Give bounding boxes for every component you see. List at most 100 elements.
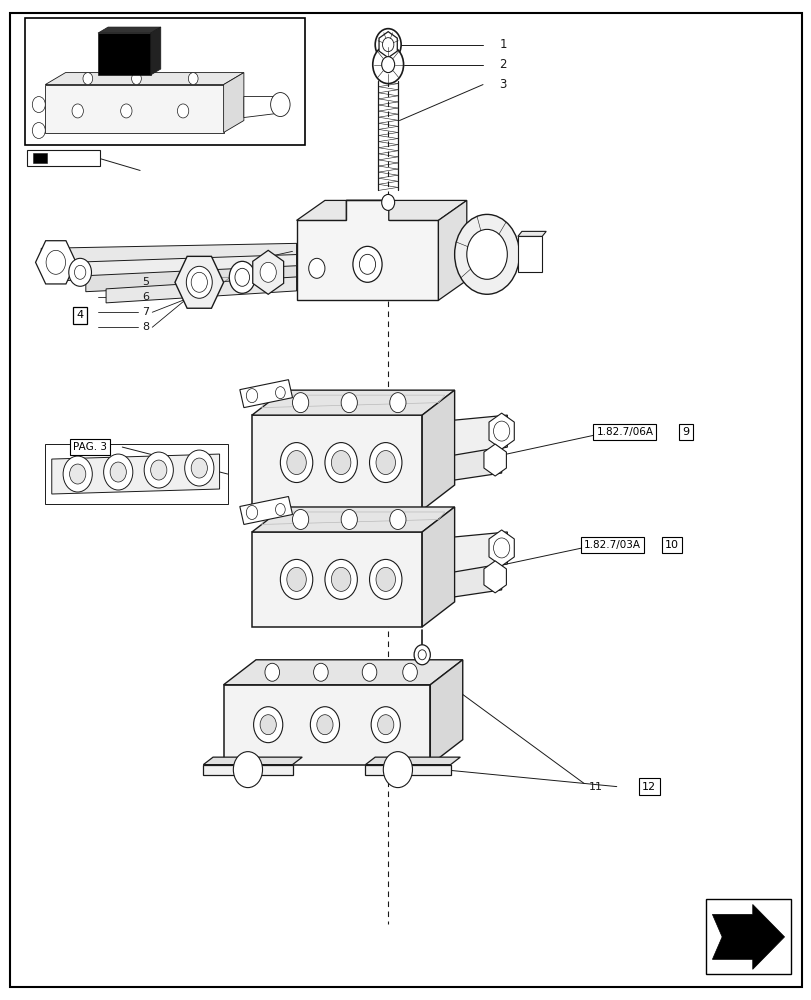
- Circle shape: [275, 503, 285, 515]
- Text: 7: 7: [143, 307, 149, 317]
- Polygon shape: [251, 532, 422, 627]
- Circle shape: [454, 214, 519, 294]
- Circle shape: [46, 250, 66, 274]
- Circle shape: [72, 104, 84, 118]
- Circle shape: [83, 73, 92, 85]
- Text: 1.82.7/03A: 1.82.7/03A: [583, 540, 641, 550]
- Circle shape: [191, 458, 207, 478]
- Bar: [705, 899, 790, 974]
- Polygon shape: [223, 73, 243, 133]
- Bar: [45, 444, 227, 504]
- Circle shape: [324, 559, 357, 599]
- Circle shape: [389, 509, 406, 529]
- Polygon shape: [517, 231, 546, 236]
- Polygon shape: [517, 236, 542, 272]
- Circle shape: [260, 262, 276, 282]
- Text: 9: 9: [681, 427, 689, 437]
- Circle shape: [313, 663, 328, 681]
- Circle shape: [144, 452, 173, 488]
- Text: 1.82.7/06A: 1.82.7/06A: [595, 427, 653, 437]
- Circle shape: [234, 268, 249, 286]
- Circle shape: [381, 194, 394, 210]
- Polygon shape: [41, 243, 296, 268]
- Circle shape: [402, 663, 417, 681]
- Polygon shape: [251, 415, 422, 510]
- Circle shape: [270, 93, 290, 117]
- Polygon shape: [252, 250, 283, 294]
- Circle shape: [341, 393, 357, 413]
- Polygon shape: [454, 415, 507, 457]
- Polygon shape: [379, 32, 397, 58]
- Polygon shape: [203, 765, 292, 775]
- Circle shape: [233, 752, 262, 788]
- Circle shape: [331, 451, 350, 475]
- Circle shape: [382, 38, 393, 52]
- Circle shape: [69, 258, 92, 286]
- Polygon shape: [27, 150, 100, 166]
- Polygon shape: [239, 497, 292, 524]
- Circle shape: [375, 567, 395, 591]
- Circle shape: [70, 464, 86, 484]
- Circle shape: [184, 450, 213, 486]
- Circle shape: [292, 509, 308, 529]
- Circle shape: [63, 456, 92, 492]
- Polygon shape: [488, 413, 513, 449]
- Circle shape: [353, 246, 382, 282]
- Polygon shape: [365, 757, 460, 765]
- Polygon shape: [33, 153, 47, 163]
- Polygon shape: [296, 200, 438, 300]
- Bar: [25, 18, 304, 145]
- Polygon shape: [483, 561, 506, 593]
- Circle shape: [280, 559, 312, 599]
- Circle shape: [375, 29, 401, 61]
- Circle shape: [246, 389, 257, 403]
- Circle shape: [177, 104, 188, 118]
- Circle shape: [466, 229, 507, 279]
- Circle shape: [131, 73, 141, 85]
- Polygon shape: [36, 241, 76, 284]
- Circle shape: [186, 266, 212, 298]
- Text: 8: 8: [143, 322, 149, 332]
- Polygon shape: [711, 904, 783, 969]
- Circle shape: [264, 663, 279, 681]
- Polygon shape: [296, 200, 466, 220]
- Circle shape: [341, 509, 357, 529]
- Circle shape: [275, 387, 285, 399]
- Circle shape: [381, 57, 394, 73]
- Polygon shape: [422, 390, 454, 510]
- Circle shape: [324, 443, 357, 483]
- Circle shape: [369, 559, 401, 599]
- Polygon shape: [98, 33, 151, 75]
- Circle shape: [418, 650, 426, 660]
- Circle shape: [316, 715, 333, 735]
- Text: 6: 6: [143, 292, 149, 302]
- Polygon shape: [454, 564, 501, 597]
- Polygon shape: [98, 27, 161, 33]
- Circle shape: [377, 715, 393, 735]
- Circle shape: [369, 443, 401, 483]
- Polygon shape: [488, 530, 513, 566]
- Circle shape: [308, 258, 324, 278]
- Circle shape: [104, 454, 133, 490]
- Polygon shape: [422, 507, 454, 627]
- Text: 5: 5: [143, 277, 149, 287]
- Polygon shape: [430, 660, 462, 765]
- Circle shape: [362, 663, 376, 681]
- Polygon shape: [86, 266, 296, 292]
- Circle shape: [375, 451, 395, 475]
- Circle shape: [191, 272, 207, 292]
- Polygon shape: [251, 390, 454, 415]
- Polygon shape: [239, 380, 292, 408]
- Circle shape: [359, 254, 375, 274]
- Circle shape: [414, 645, 430, 665]
- Polygon shape: [174, 256, 223, 308]
- Circle shape: [246, 505, 257, 519]
- Circle shape: [286, 451, 306, 475]
- Text: 12: 12: [642, 782, 655, 792]
- Polygon shape: [45, 85, 223, 133]
- Text: 10: 10: [664, 540, 678, 550]
- Circle shape: [253, 707, 282, 743]
- Text: PAG. 3: PAG. 3: [73, 442, 107, 452]
- Circle shape: [75, 265, 86, 279]
- Polygon shape: [438, 200, 466, 300]
